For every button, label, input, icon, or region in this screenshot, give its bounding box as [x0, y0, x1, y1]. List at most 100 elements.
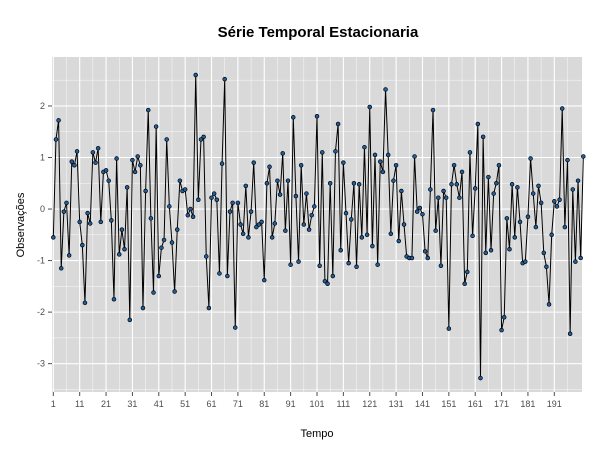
data-point: [132, 169, 138, 175]
data-point: [285, 178, 291, 183]
data-point: [351, 181, 357, 186]
data-point: [446, 326, 452, 331]
x-tick-label: 161: [468, 399, 483, 409]
data-point: [393, 162, 399, 168]
data-point: [296, 259, 301, 264]
data-point: [135, 154, 140, 159]
x-tick-label: 61: [207, 399, 217, 409]
y-tick-label: 1: [40, 153, 45, 163]
y-axis-label: Observações: [15, 192, 27, 257]
data-point: [364, 232, 370, 238]
x-tick-label: 91: [286, 399, 296, 409]
data-point: [491, 191, 496, 196]
data-point: [544, 264, 549, 270]
data-point: [322, 278, 328, 284]
data-point: [515, 185, 520, 190]
data-point: [422, 249, 428, 254]
data-point: [470, 233, 475, 239]
data-point: [536, 183, 541, 189]
data-point: [280, 151, 285, 156]
data-point: [306, 227, 312, 232]
data-point: [465, 269, 470, 275]
data-point: [198, 137, 204, 142]
x-axis-label: Tempo: [300, 428, 333, 440]
data-point: [488, 248, 494, 253]
data-point: [533, 224, 539, 230]
data-point: [565, 157, 570, 163]
data-point: [201, 134, 206, 140]
data-point: [291, 115, 296, 120]
data-point: [259, 219, 264, 225]
data-point: [343, 210, 349, 216]
data-point: [496, 162, 502, 168]
data-point: [462, 281, 467, 287]
data-point: [454, 182, 460, 187]
data-point: [283, 228, 288, 233]
data-point: [349, 217, 354, 222]
data-point: [140, 305, 146, 311]
x-tick-label: 71: [233, 399, 243, 409]
data-point: [494, 181, 499, 186]
data-point: [298, 162, 304, 168]
data-point: [317, 263, 322, 268]
data-point: [66, 253, 72, 258]
data-point: [562, 224, 568, 230]
x-tick-label: 151: [441, 399, 456, 409]
data-point: [277, 192, 283, 197]
data-point: [119, 227, 125, 232]
data-point: [211, 191, 217, 196]
data-point: [196, 197, 201, 203]
data-point: [396, 238, 401, 244]
data-point: [182, 187, 188, 192]
data-point: [451, 162, 457, 168]
data-point: [230, 200, 235, 206]
data-point: [573, 259, 578, 264]
data-point: [161, 237, 167, 243]
data-point: [156, 273, 162, 279]
data-point: [575, 178, 581, 183]
data-point: [546, 302, 552, 307]
x-tick-label: 1: [51, 399, 56, 409]
data-point: [391, 178, 396, 183]
data-point: [51, 235, 56, 240]
data-point: [541, 250, 547, 256]
data-point: [122, 246, 127, 252]
x-tick-label: 191: [547, 399, 562, 409]
data-point: [483, 250, 489, 256]
data-point: [172, 289, 177, 294]
data-point: [74, 149, 80, 154]
data-point: [530, 191, 536, 196]
data-point: [457, 195, 462, 200]
x-tick-label: 181: [520, 399, 535, 409]
data-point: [388, 231, 394, 237]
x-tick-label: 171: [494, 399, 509, 409]
data-point: [87, 221, 93, 226]
data-point: [378, 159, 383, 164]
chart-title: Série Temporal Estacionaria: [218, 24, 419, 41]
data-point: [399, 188, 404, 194]
data-point: [256, 222, 262, 227]
x-tick-label: 11: [75, 399, 84, 409]
data-point: [528, 156, 533, 161]
data-point: [370, 243, 375, 249]
data-point: [433, 228, 438, 233]
data-point: [175, 227, 180, 232]
data-point: [95, 145, 101, 151]
data-point: [275, 178, 280, 183]
data-point: [412, 154, 417, 159]
data-point: [111, 296, 117, 302]
data-point: [61, 209, 67, 214]
data-point: [320, 150, 325, 155]
data-point: [169, 240, 175, 245]
data-point: [567, 331, 573, 337]
data-point: [557, 197, 562, 203]
data-point: [436, 195, 441, 200]
data-point: [64, 200, 69, 206]
data-point: [272, 221, 278, 226]
data-point: [372, 152, 378, 158]
data-point: [82, 300, 88, 306]
data-point: [559, 106, 565, 111]
data-point: [581, 154, 586, 159]
data-point: [301, 222, 307, 227]
data-point: [188, 206, 193, 212]
